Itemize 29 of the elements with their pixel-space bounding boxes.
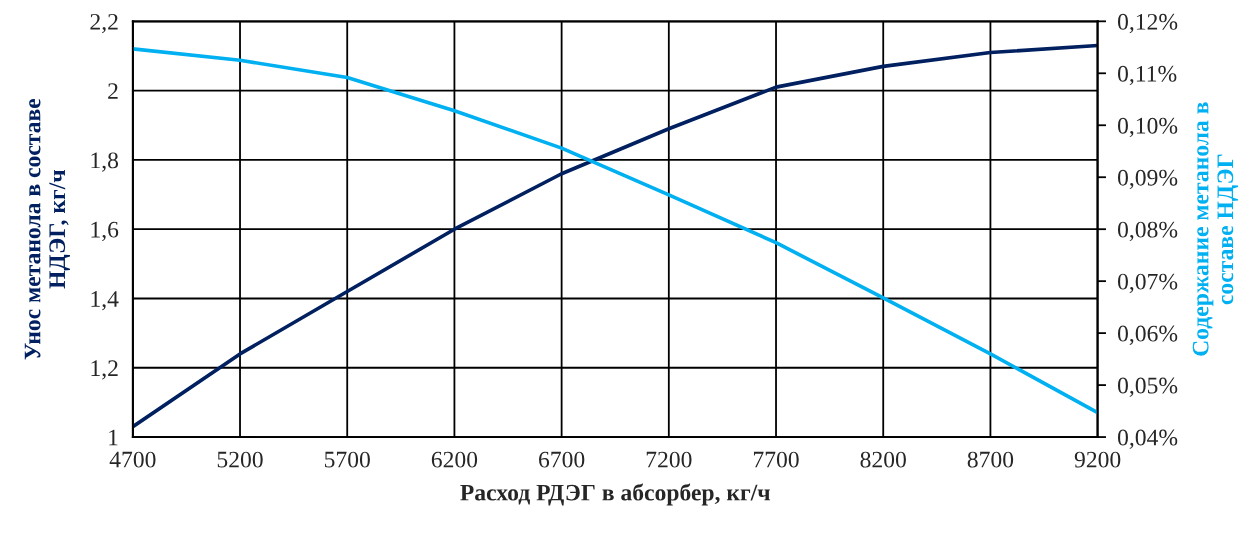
- y-tick-label: 1,2: [91, 360, 118, 380]
- y2-tick-label: 0,10%: [1117, 117, 1178, 138]
- y2-tick-label: 0,06%: [1117, 325, 1178, 345]
- x-axis-title: Расход РДЭГ в абсорбер, кг/ч: [460, 483, 770, 506]
- y-tick-label: 1,6: [91, 221, 119, 242]
- x-tick-label: 8200: [860, 451, 906, 468]
- x-tick-label: 5700: [324, 451, 370, 468]
- x-tick-label: 6700: [539, 451, 585, 468]
- y2-tick-label: 0,05%: [1117, 377, 1178, 397]
- y2-tick-label: 0,12%: [1117, 13, 1178, 34]
- y-tick-label: 1: [109, 429, 118, 446]
- x-tick-label: 9200: [1074, 451, 1121, 468]
- y-tick-label: 2,2: [90, 13, 118, 34]
- x-tick-label: 5200: [217, 451, 263, 468]
- x-tick-label: 6200: [431, 451, 478, 468]
- y2-axis-title: Содержание метанола в составе НДЭГ: [1192, 102, 1239, 356]
- y2-tick-label: 0,04%: [1117, 429, 1178, 449]
- y2-tick-label: 0,09%: [1117, 169, 1178, 190]
- y-tick-label: 1,8: [91, 152, 119, 172]
- y-tick-label: 1,4: [91, 291, 119, 311]
- y2-tick-label: 0,08%: [1117, 221, 1178, 242]
- x-tick-label: 7200: [646, 451, 692, 468]
- y2-tick-label: 0,11%: [1117, 65, 1177, 86]
- y2-tick-label: 0,07%: [1117, 273, 1178, 293]
- x-tick-label: 7700: [753, 451, 799, 468]
- y-tick-label: 2: [108, 83, 118, 99]
- x-tick-label: 8700: [967, 451, 1014, 468]
- x-tick-label: 4700: [109, 451, 156, 468]
- y-axis-title: Унос метанола в составе НДЭГ, кг/ч: [24, 98, 70, 360]
